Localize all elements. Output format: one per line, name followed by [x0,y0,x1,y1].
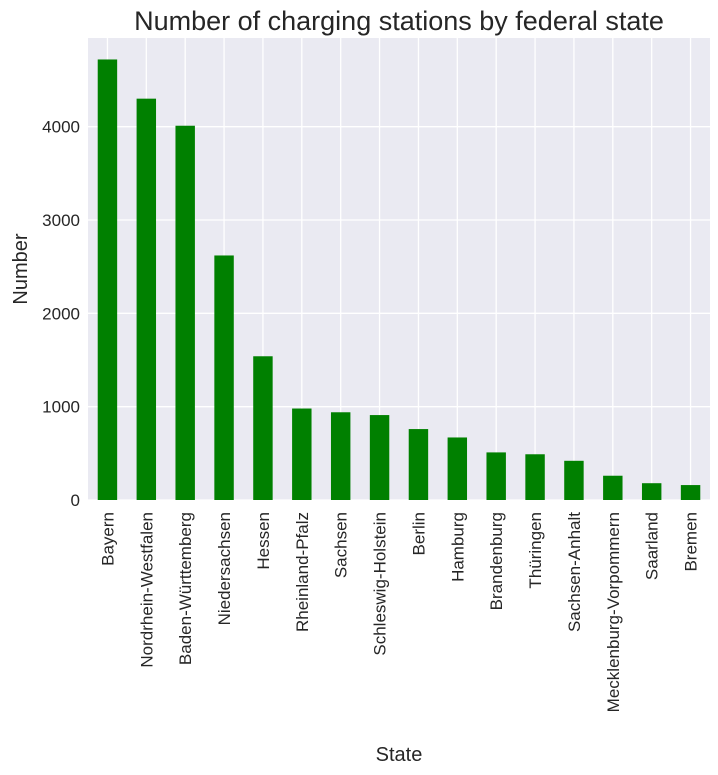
bar [175,125,195,500]
y-tick-label: 2000 [42,304,80,323]
x-tick-label: Saarland [643,512,662,580]
x-tick-label: Niedersachsen [215,512,234,625]
x-axis-ticks: Bayern Nordrhein-Westfalen Baden-Württembe… [98,512,700,713]
y-axis-ticks: 0 1000 2000 3000 4000 [42,118,80,510]
x-tick-label: Thüringen [526,512,545,589]
x-tick-label: Hamburg [448,512,467,582]
bar [447,437,468,500]
x-tick-label: Schleswig-Holstein [371,512,390,656]
bar [525,454,545,500]
bar [680,485,701,500]
x-tick-label: Nordrhein-Westfalen [137,512,156,668]
bar [330,412,351,500]
x-tick-label: Sachsen [332,512,351,578]
x-axis-label: State [376,744,423,766]
bar [97,59,118,500]
x-tick-label: Bayern [98,512,117,566]
x-tick-label: Berlin [409,512,428,555]
x-tick-label: Brandenburg [487,512,506,610]
bar [369,415,390,500]
x-tick-label: Hessen [254,512,273,570]
x-tick-label: Baden-Württemberg [176,512,195,665]
bar [641,483,662,500]
bar [214,255,234,500]
bar [292,408,312,500]
x-tick-label: Mecklenburg-Vorpommern [604,512,623,712]
y-tick-label: 1000 [42,398,80,417]
bar [408,429,429,500]
bars [97,59,701,501]
y-tick-label: 0 [71,491,80,510]
x-tick-label: Bremen [682,512,701,572]
bar [603,475,623,500]
y-tick-label: 3000 [42,211,80,230]
chart-title: Number of charging stations by federal s… [134,6,664,36]
bar [136,98,157,501]
bar [253,356,273,500]
y-axis-label: Number [10,233,32,304]
bar [486,452,506,500]
x-tick-label: Sachsen-Anhalt [565,512,584,632]
bar [564,460,584,500]
y-tick-label: 4000 [42,118,80,137]
x-tick-label: Rheinland-Pfalz [293,512,312,632]
